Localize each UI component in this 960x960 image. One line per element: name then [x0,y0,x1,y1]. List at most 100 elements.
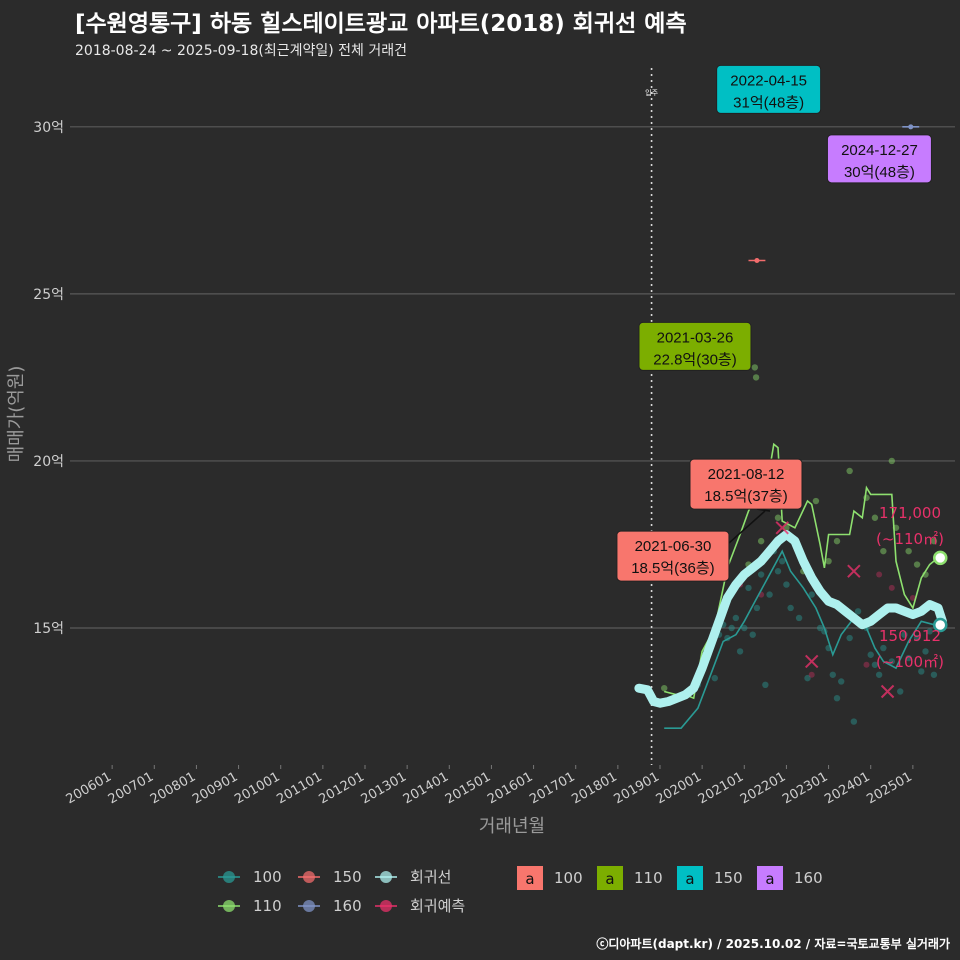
legend-item-110: 110 [218,897,282,915]
point-100 [745,584,752,592]
annotation-price: 22.8억(30층) [653,351,736,368]
annotation-date: 2022-04-15 [730,72,807,89]
legend-label-key-160: a 160 [757,866,823,890]
legend-item-회귀예측: 회귀예측 [375,897,465,915]
annotation-price: 18.5억(36층) [631,560,714,577]
y-tick-label: 25억 [33,287,64,303]
annotation-layer: 171,000 (~110㎡) 150,912 (~100㎡) 2022-04-15 31… [616,64,944,671]
y-axis-ticks: 15억 20억 25억 30억 [33,120,64,637]
legend-key-box [597,866,623,890]
legend-label-key-100: a 100 [517,866,583,890]
annotation-label: 2021-03-26 22.8억(30층) [638,321,752,371]
legend-key-letter: a [605,870,614,888]
legend-key-box [757,866,783,890]
x-tick-label: 201001 [232,769,282,807]
y-tick-label: 30억 [33,120,64,136]
point-100 [905,654,912,662]
point-110 [751,364,759,371]
point-100 [728,624,735,632]
endpoint-area-label: (~100㎡) [876,653,944,671]
point-100 [749,631,756,638]
x-tick-label: 200701 [106,769,156,807]
legend-dot-swatch [303,900,315,912]
point-100 [757,571,765,578]
legend-dot-swatch [223,871,235,883]
point-110 [930,537,938,545]
annotation-label: 2022-04-15 31억(48층) [716,64,822,114]
move-in-label: 입주 [645,89,658,97]
y-tick-label: 15억 [33,621,64,637]
x-tick-label: 202301 [780,769,830,807]
legend-dot-swatch [303,871,315,883]
legend-key-letter: a [765,870,774,888]
legend-label: 110 [253,897,282,915]
annotation-box [716,64,822,114]
legend: 100 150 회귀선 110 160 회귀예측 a 100 a 110 a 150 a 160 [218,866,823,915]
x-tick-label: 200801 [148,769,198,807]
legend-label: 회귀예측 [410,897,465,915]
legend-key-letter: a [525,870,534,888]
x-tick-label: 201301 [359,769,409,807]
x-tick-label: 202101 [696,769,746,807]
legend-dot-swatch [380,871,392,883]
x-axis-title: 거래년월 [479,816,545,837]
x-tick-label: 201101 [274,769,324,807]
point-100 [762,681,769,689]
prediction-point [808,671,815,678]
legend-dot-swatch [223,900,235,912]
data-layer [634,90,948,729]
line-110 [663,442,939,700]
annotation-box [616,530,730,582]
point-160 [908,124,914,130]
endpoint-marker [933,550,948,566]
point-100 [711,674,718,682]
point-100 [926,628,933,635]
line-100 [664,549,943,729]
point-100 [833,694,841,702]
legend-label: 110 [634,869,663,887]
legend-label: 150 [333,868,362,886]
prediction-point [876,571,883,578]
annotation-price: 18.5억(37층) [704,488,787,505]
endpoint-area-label: (~110㎡) [876,530,944,548]
point-110 [661,684,668,692]
endpoint-marker [933,617,948,633]
x-tick-label: 202001 [654,769,704,807]
point-100 [867,651,874,658]
grid-layer: 입주 [70,68,955,765]
annotation-date: 2021-06-30 [635,538,712,555]
point-110 [871,514,879,521]
point-110 [833,537,841,545]
annotation-label: 2024-12-27 30억(48층) [826,134,932,184]
legend-label: 회귀선 [410,868,451,886]
endpoint-value-label: 171,000 [879,504,941,522]
point-100 [901,631,908,638]
point-110 [905,547,912,555]
x-tick-label: 200901 [190,769,240,807]
annotation-date: 2021-08-12 [708,466,785,483]
point-150 [754,257,760,263]
prediction-cross [880,684,895,699]
point-110 [812,497,820,505]
prediction-point [863,661,870,668]
point-100 [897,688,904,695]
legend-label: 100 [253,868,282,886]
point-100 [808,591,815,598]
legend-key-box [677,866,703,890]
legend-label: 150 [714,869,743,887]
prediction-cross [805,654,819,669]
y-tick-label: 20억 [33,454,64,470]
point-110 [825,557,832,565]
point-100 [787,604,794,612]
point-100 [732,614,740,622]
point-100 [804,674,811,682]
legend-item-회귀선: 회귀선 [375,868,451,886]
point-100 [736,648,744,655]
legend-key-letter: a [685,870,694,888]
point-100 [875,671,883,678]
annotation-date: 2021-03-26 [657,329,734,346]
endpoint-value-label: 150,912 [879,627,941,645]
legend-label-key-150: a 150 [677,866,743,890]
point-100 [913,634,921,642]
